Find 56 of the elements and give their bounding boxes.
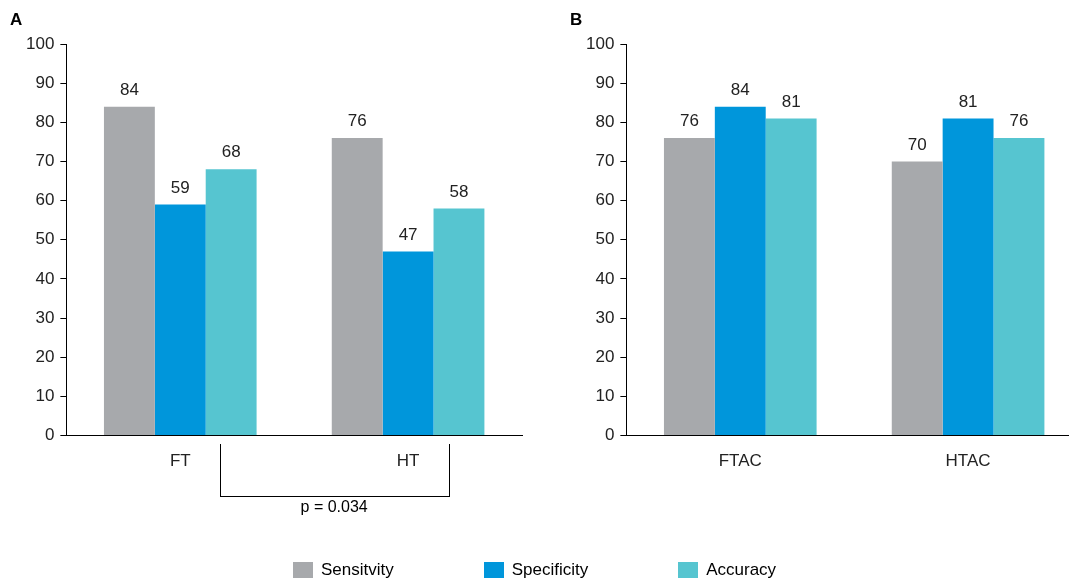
bar — [154, 204, 206, 436]
y-tick-label: 30 — [595, 307, 615, 327]
data-label: 84 — [730, 79, 750, 99]
y-tick-label: 90 — [595, 72, 615, 92]
y-tick-label: 0 — [604, 425, 615, 445]
y-tick-label: 10 — [595, 386, 615, 406]
data-label: 47 — [398, 224, 418, 244]
bar — [663, 137, 715, 436]
bar — [205, 169, 257, 436]
bar — [765, 118, 817, 436]
y-tick-label: 50 — [595, 229, 615, 249]
data-label: 76 — [1009, 111, 1029, 131]
bar — [891, 161, 943, 436]
x-tick-label: HTAC — [945, 451, 991, 471]
data-label: 68 — [221, 142, 241, 162]
y-tick-label: 80 — [35, 112, 55, 132]
data-label: 84 — [119, 79, 139, 99]
x-tick-label: FTAC — [718, 451, 762, 471]
y-tick-label: 50 — [35, 229, 55, 249]
data-label: 76 — [679, 111, 699, 131]
data-label: 76 — [347, 111, 367, 131]
x-tick-label: FT — [169, 451, 191, 471]
y-tick-label: 80 — [595, 112, 615, 132]
chart-title: B — [570, 10, 583, 30]
x-tick-label: HT — [396, 451, 420, 471]
y-tick-label: 20 — [595, 346, 615, 366]
y-tick-label: 60 — [595, 190, 615, 210]
y-tick-label: 100 — [585, 33, 615, 53]
data-label: 70 — [907, 134, 927, 154]
bar — [103, 106, 155, 436]
y-tick-label: 30 — [35, 307, 55, 327]
y-tick-label: 70 — [35, 151, 55, 171]
bar — [433, 208, 485, 436]
legend-label: Specificity — [511, 560, 589, 580]
y-tick-label: 90 — [35, 72, 55, 92]
y-tick-label: 40 — [35, 268, 55, 288]
chart-title: A — [10, 10, 23, 30]
y-tick-label: 0 — [44, 425, 55, 445]
bar — [993, 137, 1045, 436]
y-tick-label: 100 — [25, 33, 55, 53]
legend-label: Accuracy — [706, 560, 777, 580]
data-label: 81 — [958, 91, 978, 111]
legend-label: Sensitvity — [320, 560, 394, 580]
y-tick-label: 20 — [35, 346, 55, 366]
y-tick-label: 40 — [595, 268, 615, 288]
bar — [942, 118, 994, 436]
y-tick-label: 70 — [595, 151, 615, 171]
text: p = 0.034 — [299, 497, 369, 516]
data-label: 59 — [170, 177, 190, 197]
data-label: 81 — [781, 91, 801, 111]
bar — [714, 106, 766, 436]
data-label: 58 — [449, 181, 469, 201]
bar — [382, 251, 434, 436]
y-tick-label: 10 — [35, 386, 55, 406]
y-tick-label: 60 — [35, 190, 55, 210]
bar — [331, 137, 383, 436]
